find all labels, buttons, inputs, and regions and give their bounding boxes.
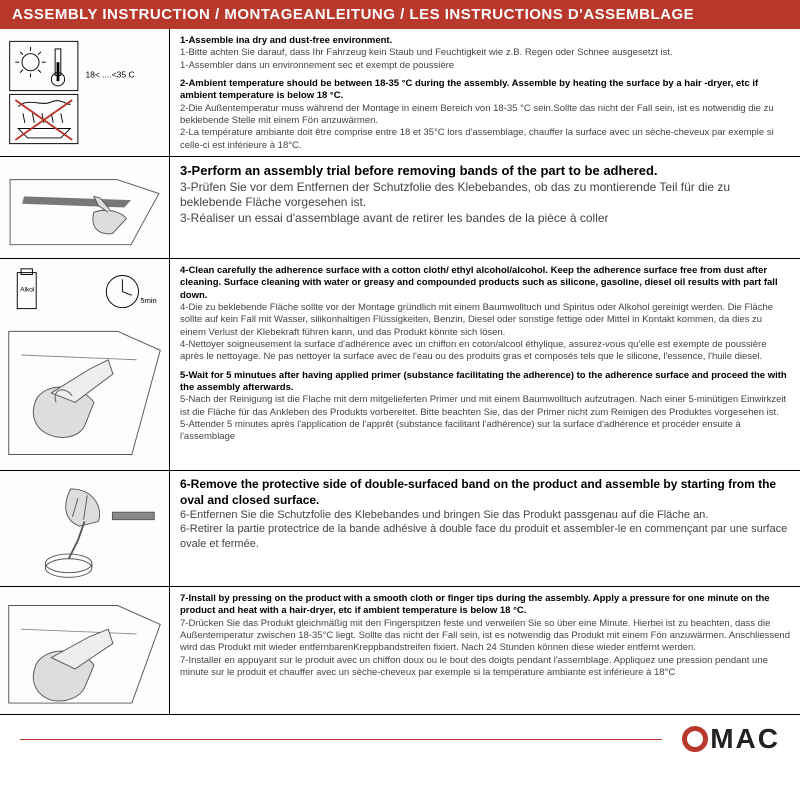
step-5-en: 5-Wait for 5 minutues after having appli… xyxy=(180,370,790,395)
brand-logo: MAC xyxy=(682,723,780,755)
step-2-fr: 2-La température ambiante doit être comp… xyxy=(180,127,790,152)
diagram-clean: Alkol 5min xyxy=(0,259,170,470)
step-3-de: 3-Prüfen Sie vor dem Entfernen der Schut… xyxy=(180,180,790,211)
step-6-de: 6-Entfernen Sie die Schutzfolie des Kleb… xyxy=(180,508,790,522)
step-6-fr: 6-Retirer la partie protectrice de la ba… xyxy=(180,522,790,551)
logo-text: MAC xyxy=(710,723,780,755)
step-7-en: 7-Install by pressing on the product wit… xyxy=(180,593,790,618)
step-5-fr: 5-Attender 5 minutes après l'application… xyxy=(180,419,790,444)
text-cell-3: 4-Clean carefully the adherence surface … xyxy=(170,259,800,470)
temp-range-label: 18< ....<35 C xyxy=(85,69,134,79)
step-1-fr: 1-Assembler dans un environnement sec et… xyxy=(180,60,790,72)
header-bar: ASSEMBLY INSTRUCTION / MONTAGEANLEITUNG … xyxy=(0,0,800,29)
step-2-en: 2-Ambient temperature should be between … xyxy=(180,78,790,103)
instruction-row-2: 3-Perform an assembly trial before remov… xyxy=(0,157,800,259)
step-7: 7-Install by pressing on the product wit… xyxy=(180,593,790,679)
step-1-de: 1-Bitte achten Sie darauf, dass Ihr Fahr… xyxy=(180,47,790,59)
diagram-press xyxy=(0,587,170,714)
step-1-en: 1-Assemble ina dry and dust-free environ… xyxy=(180,35,790,47)
text-cell-5: 7-Install by pressing on the product wit… xyxy=(170,587,800,714)
step-4-fr: 4-Nettoyer soigneusement la surface d'ad… xyxy=(180,339,790,364)
footer-divider xyxy=(20,739,662,740)
step-4-en: 4-Clean carefully the adherence surface … xyxy=(180,265,790,302)
instruction-row-3: Alkol 5min 4-Clean carefully the adheren… xyxy=(0,259,800,471)
diagram-remove-band xyxy=(0,471,170,586)
step-4: 4-Clean carefully the adherence surface … xyxy=(180,265,790,364)
step-3-fr: 3-Réaliser un essai d'assemblage avant d… xyxy=(180,211,790,227)
text-cell-1: 1-Assemble ina dry and dust-free environ… xyxy=(170,29,800,156)
step-2-de: 2-Die Außentemperatur muss während der M… xyxy=(180,103,790,128)
footer: MAC xyxy=(0,715,800,761)
diagram-trial xyxy=(0,157,170,258)
step-1: 1-Assemble ina dry and dust-free environ… xyxy=(180,35,790,72)
step-7-de: 7-Drücken Sie das Produkt gleichmäßig mi… xyxy=(180,618,790,655)
text-cell-4: 6-Remove the protective side of double-s… xyxy=(170,471,800,586)
instruction-row-4: 6-Remove the protective side of double-s… xyxy=(0,471,800,587)
step-3: 3-Perform an assembly trial before remov… xyxy=(180,163,790,227)
step-5-de: 5-Nach der Reinigung ist die Flache mit … xyxy=(180,394,790,419)
logo-o-icon xyxy=(682,726,708,752)
timer-label: 5min xyxy=(140,296,156,305)
alcohol-label: Alkol xyxy=(20,287,35,294)
step-6-en: 6-Remove the protective side of double-s… xyxy=(180,477,790,508)
instruction-row-1: 18< ....<35 C 1-Assemble ina dry and dus… xyxy=(0,29,800,157)
step-5: 5-Wait for 5 minutues after having appli… xyxy=(180,370,790,444)
diagram-temperature: 18< ....<35 C xyxy=(0,29,170,156)
step-6: 6-Remove the protective side of double-s… xyxy=(180,477,790,551)
text-cell-2: 3-Perform an assembly trial before remov… xyxy=(170,157,800,258)
step-2: 2-Ambient temperature should be between … xyxy=(180,78,790,152)
step-4-de: 4-Die zu beklebende Fläche sollte vor de… xyxy=(180,302,790,339)
step-7-fr: 7-Installer en appuyant sur le produit a… xyxy=(180,655,790,680)
header-title: ASSEMBLY INSTRUCTION / MONTAGEANLEITUNG … xyxy=(12,6,694,23)
step-3-en: 3-Perform an assembly trial before remov… xyxy=(180,163,790,180)
instruction-row-5: 7-Install by pressing on the product wit… xyxy=(0,587,800,715)
